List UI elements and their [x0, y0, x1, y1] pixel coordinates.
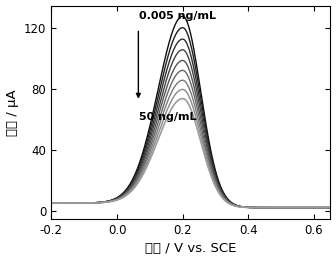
Text: 0.005 ng/mL: 0.005 ng/mL: [139, 11, 216, 21]
X-axis label: 电位 / V vs. SCE: 电位 / V vs. SCE: [145, 242, 237, 256]
Y-axis label: 电流 / μA: 电流 / μA: [6, 89, 18, 136]
Text: 50 ng/mL: 50 ng/mL: [139, 112, 197, 122]
